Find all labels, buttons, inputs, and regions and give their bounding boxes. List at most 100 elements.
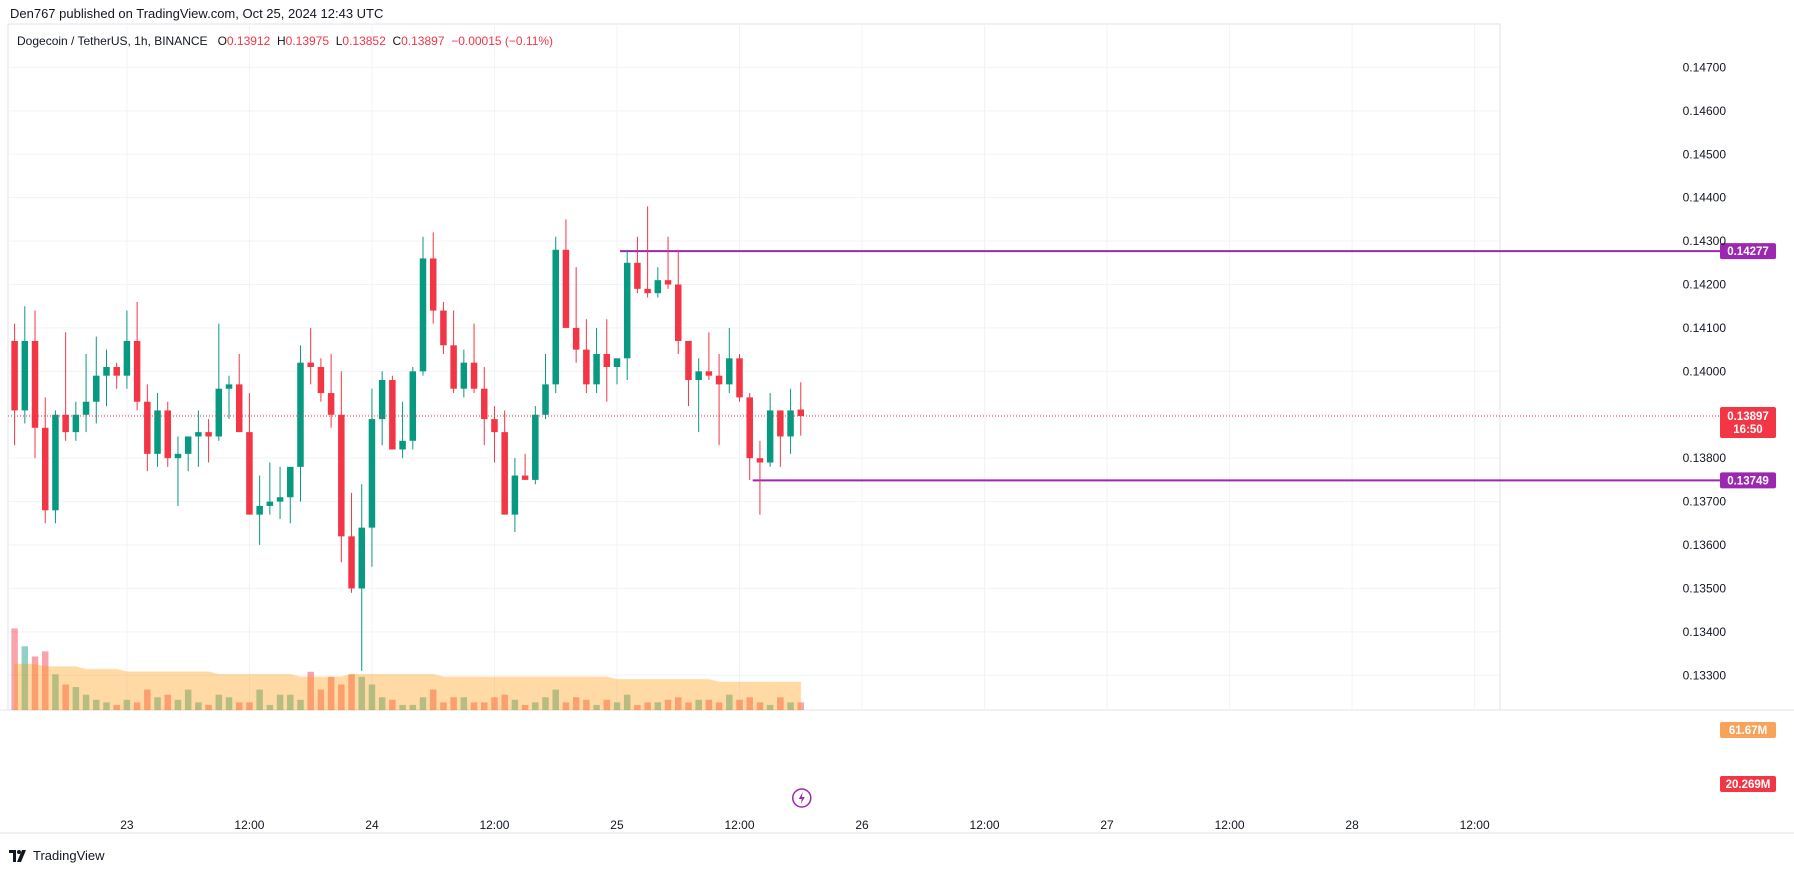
candle-body xyxy=(501,432,508,515)
volume-bar xyxy=(715,702,723,710)
change-value: −0.00015 (−0.11%) xyxy=(451,34,554,48)
volume-bar xyxy=(174,699,182,710)
volume-bar xyxy=(460,697,468,710)
candle-body xyxy=(409,371,417,441)
volume-ma-label: 61.67M xyxy=(1729,725,1767,737)
time-tick-label: 12:00 xyxy=(724,818,754,832)
candle-body xyxy=(797,409,805,417)
candle-body xyxy=(532,414,539,480)
candle-body xyxy=(715,375,723,385)
candle-body xyxy=(603,353,611,367)
volume-bar xyxy=(552,689,559,710)
candle-body xyxy=(399,440,406,450)
volume-bar xyxy=(164,694,171,710)
candle-body xyxy=(664,280,672,285)
current-price-tag xyxy=(1720,407,1776,439)
candle-body xyxy=(358,527,365,589)
tradingview-brand-label: TradingView xyxy=(33,848,105,863)
candle-body xyxy=(378,380,386,420)
axes: 0.147000.146000.145000.144000.143000.142… xyxy=(8,60,1776,832)
horizontal-levels[interactable]: 0.14277 0.13749 xyxy=(619,243,1776,489)
time-tick-label: 12:00 xyxy=(1460,818,1490,832)
volume-bar xyxy=(664,699,672,710)
volume-bar xyxy=(501,694,508,710)
volume-bar xyxy=(11,628,18,710)
volume-bar xyxy=(481,702,488,710)
candle-body xyxy=(593,353,600,385)
candle-body xyxy=(184,436,192,454)
volume-bar xyxy=(184,689,192,710)
volume-current-label: 20.269M xyxy=(1726,779,1771,791)
footer-brand[interactable]: TradingView xyxy=(9,848,105,863)
volume-bar xyxy=(675,697,682,710)
candle-body xyxy=(460,362,468,389)
candle-body xyxy=(450,345,457,389)
candle-body xyxy=(756,458,764,463)
volume-bar xyxy=(766,704,774,710)
volume-bar xyxy=(389,699,396,710)
candle-body xyxy=(562,249,570,328)
open-value: 0.13912 xyxy=(226,34,271,48)
publisher-header: Den767 published on TradingView.com, Oct… xyxy=(10,6,384,21)
grid-lines xyxy=(0,23,1794,834)
candle-body xyxy=(205,432,212,437)
level-price-label: 0.13749 xyxy=(1727,475,1769,487)
candle-body xyxy=(695,371,702,381)
candle-body xyxy=(552,249,559,385)
time-tick-label: 27 xyxy=(1100,818,1114,832)
candle-body xyxy=(164,410,171,459)
volume-bar xyxy=(583,699,590,710)
candle-body xyxy=(21,340,29,411)
candle-body xyxy=(31,340,39,428)
level-price-label: 0.14277 xyxy=(1727,246,1769,258)
volume-bar xyxy=(133,702,141,710)
volume-bar xyxy=(440,702,447,710)
candle-body xyxy=(317,367,325,394)
time-tick-label: 23 xyxy=(120,818,134,832)
open-label: O xyxy=(217,34,227,48)
volume-bar xyxy=(338,684,345,710)
time-tick-label: 25 xyxy=(610,818,624,832)
volume-bar xyxy=(644,702,651,710)
volume-bar xyxy=(562,702,570,710)
candle-body xyxy=(685,340,692,381)
volume-bar xyxy=(532,702,539,710)
candle-body xyxy=(348,536,355,589)
candles xyxy=(11,206,805,671)
volume-bar xyxy=(21,646,29,710)
candle-body xyxy=(654,280,662,294)
candle-body xyxy=(572,327,580,350)
level-price-tag xyxy=(1720,243,1776,260)
volume-bar xyxy=(368,684,376,710)
volume-bar xyxy=(297,699,304,710)
symbol-legend: Dogecoin / TetherUS, 1h, BINANCE O0.1391… xyxy=(17,34,553,48)
candle-body xyxy=(327,393,335,415)
volume-bar xyxy=(144,689,151,710)
close-value: 0.13897 xyxy=(401,34,445,48)
candle-body xyxy=(72,414,80,433)
time-tick-label: 24 xyxy=(365,818,379,832)
candle-body xyxy=(777,410,784,437)
volume-bar xyxy=(756,702,764,710)
price-tick-label: 0.14400 xyxy=(1683,191,1727,205)
candle-body xyxy=(429,258,437,311)
candle-body xyxy=(368,419,376,528)
time-tick-label: 12:00 xyxy=(970,818,1000,832)
volume-bar xyxy=(287,694,294,710)
time-tick-label: 12:00 xyxy=(234,818,264,832)
volume-bar xyxy=(603,699,611,710)
candle-body xyxy=(144,401,151,454)
candle-body xyxy=(511,475,519,515)
volume-bar xyxy=(41,651,49,710)
candle-body xyxy=(52,414,59,511)
candle-body xyxy=(634,262,641,289)
candle-body xyxy=(521,475,529,480)
volume-bar xyxy=(685,702,692,710)
time-tick-label: 28 xyxy=(1345,818,1359,832)
candle-body xyxy=(113,367,120,376)
close-label: C xyxy=(392,34,402,48)
volume-bar xyxy=(623,694,631,710)
volume-bar xyxy=(276,694,284,710)
price-tick-label: 0.13400 xyxy=(1683,625,1727,639)
